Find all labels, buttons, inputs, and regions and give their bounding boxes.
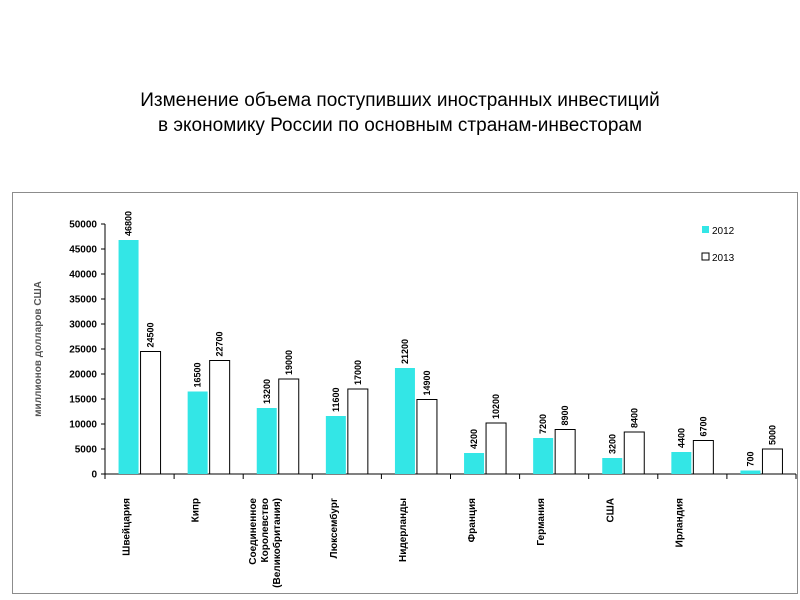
title-line-1: Изменение объема поступивших иностранных…	[140, 90, 660, 111]
y-axis-title: миллионов долларов США	[33, 281, 44, 417]
data-label-2012: 4400	[676, 428, 686, 448]
data-label-2012: 46800	[124, 211, 134, 236]
bar-2013	[554, 429, 576, 475]
x-category-label: США	[605, 498, 616, 523]
bar-2013	[623, 431, 645, 475]
bar-2012	[602, 458, 623, 474]
y-tick-label: 20000	[69, 370, 97, 381]
data-label-2013: 6700	[698, 416, 708, 436]
y-tick-label: 50000	[69, 220, 97, 231]
x-category-label: Нидерланды	[398, 498, 409, 562]
title-line-2: в экономику России по основным странам-и…	[157, 115, 643, 136]
y-tick-label: 15000	[69, 395, 97, 406]
x-category-label: Германия	[536, 498, 547, 546]
data-label-2013: 24500	[146, 322, 156, 347]
bar-2013	[692, 440, 714, 475]
data-label-2012: 13200	[262, 379, 272, 404]
bar-2013	[278, 378, 300, 475]
bar-2012	[671, 452, 692, 474]
data-label-2012: 4200	[469, 429, 479, 449]
data-label-2013: 17000	[353, 360, 363, 385]
bar-2013	[209, 360, 231, 475]
x-category-label: Франция	[467, 498, 478, 543]
slide-title: Изменение объема поступивших иностранных…	[0, 88, 800, 138]
chart-frame: 0 5000 10000 15000 20000 25000 30000 35000 40000…	[12, 192, 798, 594]
x-category-label: Кипр	[191, 498, 202, 522]
x-category-label: Ирландия	[674, 498, 685, 547]
data-label-2013: 22700	[215, 331, 225, 356]
x-category-label: (Великобритания)	[271, 498, 283, 588]
data-label-2012: 11600	[331, 387, 341, 412]
y-tick-label: 10000	[69, 420, 97, 431]
data-label-2013: 5000	[767, 425, 777, 445]
y-tick-label: 0	[91, 470, 97, 481]
data-label-2013: 19000	[284, 350, 294, 375]
bar-chart: 0 5000 10000 15000 20000 25000 30000 35000 40000…	[33, 211, 797, 588]
data-label-2013: 10200	[491, 394, 501, 419]
data-label-2012: 700	[745, 451, 755, 466]
bar-2012	[325, 416, 346, 474]
x-category-label: Соединенное	[248, 498, 259, 565]
bar-2012	[394, 368, 415, 474]
data-label-2013: 8900	[560, 405, 570, 425]
x-category-label: Королевство	[260, 498, 271, 562]
legend-swatch-2013	[701, 252, 710, 261]
bar-2013	[140, 351, 162, 475]
y-tick-label: 30000	[69, 320, 97, 331]
bar-2012	[464, 453, 485, 474]
bar-2012	[533, 438, 554, 474]
data-label-2012: 16500	[193, 362, 203, 387]
legend-swatch-2012	[702, 226, 709, 233]
y-tick-label: 25000	[69, 345, 97, 356]
y-tick-label: 5000	[75, 445, 98, 456]
y-tick-label: 35000	[69, 295, 97, 306]
bar-2012	[740, 470, 761, 474]
bar-2012	[256, 408, 277, 474]
y-tick-label: 40000	[69, 270, 97, 281]
bar-2013	[347, 388, 369, 475]
data-label-2013: 8400	[629, 408, 639, 428]
data-label-2012: 3200	[607, 434, 617, 454]
x-category-label: Люксембург	[328, 498, 340, 558]
bar-2012	[187, 391, 208, 474]
bar-2013	[761, 448, 783, 475]
y-tick-label: 45000	[69, 245, 97, 256]
bar-2013	[485, 422, 507, 475]
legend-label-2012: 2012	[712, 226, 735, 237]
legend-label-2013: 2013	[712, 253, 735, 264]
data-label-2012: 7200	[538, 414, 548, 434]
data-label-2012: 21200	[400, 339, 410, 364]
data-label-2013: 14900	[422, 370, 432, 395]
bar-2012	[118, 240, 139, 474]
x-category-label: Швейцария	[122, 498, 133, 556]
bar-2013	[416, 399, 438, 475]
